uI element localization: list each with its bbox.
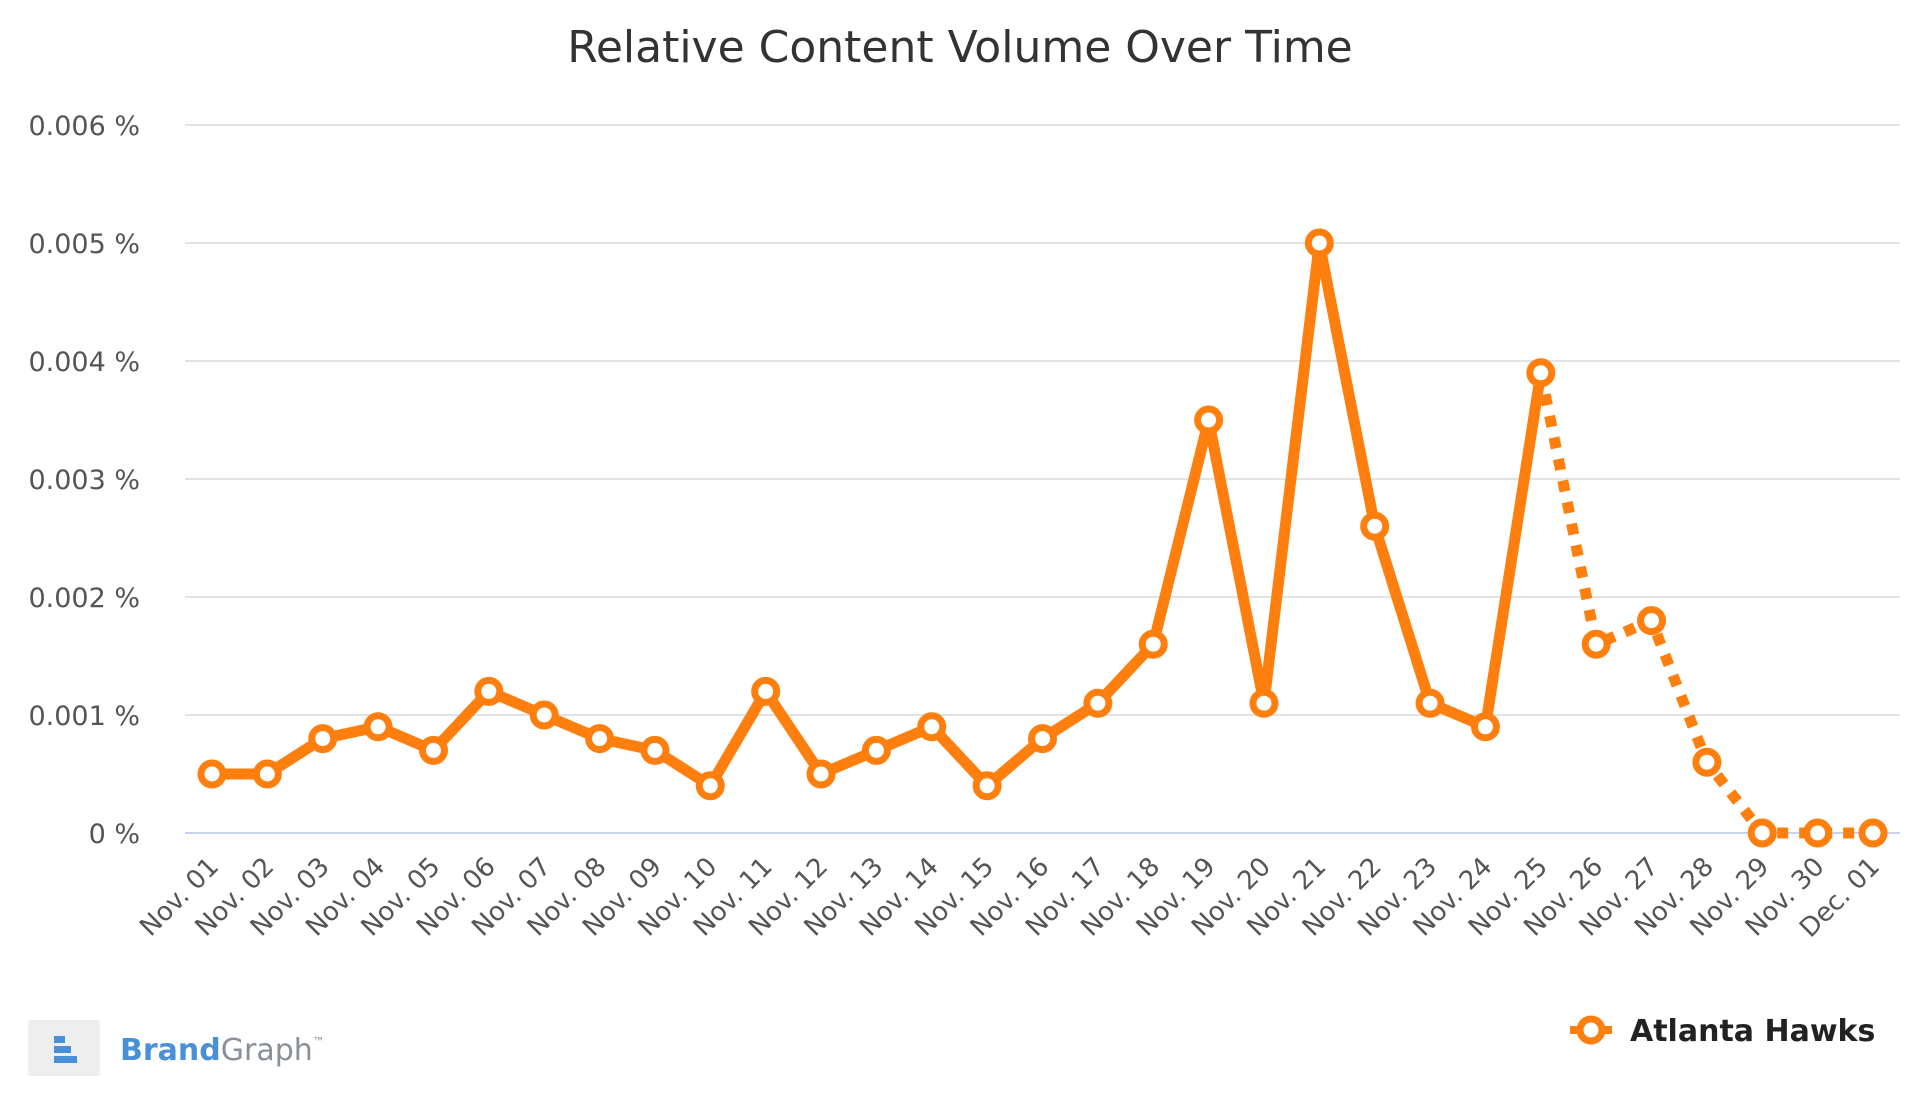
data-point[interactable]	[1637, 606, 1667, 636]
y-tick-label: 0.006 %	[28, 111, 140, 142]
data-point[interactable]	[418, 735, 448, 765]
data-point[interactable]	[695, 771, 725, 801]
logo-bar-icon	[54, 1056, 77, 1063]
data-point[interactable]	[474, 676, 504, 706]
data-point[interactable]	[1083, 688, 1113, 718]
y-tick-label: 0.005 %	[28, 229, 140, 260]
logo-bar-icon	[54, 1036, 65, 1043]
legend[interactable]: Atlanta Hawks	[1570, 1014, 1875, 1049]
y-tick-label: 0.003 %	[28, 465, 140, 496]
y-tick-label: 0.002 %	[28, 583, 140, 614]
y-tick-label: 0.001 %	[28, 701, 140, 732]
data-point[interactable]	[806, 759, 836, 789]
data-point[interactable]	[1138, 629, 1168, 659]
data-point[interactable]	[1692, 747, 1722, 777]
logo-graph-text: Graph	[221, 1033, 313, 1068]
chart-title: Relative Content Volume Over Time	[567, 22, 1353, 73]
data-point[interactable]	[1249, 688, 1279, 718]
data-point[interactable]	[197, 759, 227, 789]
data-point[interactable]	[1803, 818, 1833, 848]
data-point[interactable]	[861, 735, 891, 765]
data-point[interactable]	[308, 724, 338, 754]
data-point[interactable]	[363, 712, 393, 742]
y-axis-ticks: 0 % 0.001 % 0.002 % 0.003 % 0.004 % 0.005 % 0.…	[28, 111, 140, 850]
data-point[interactable]	[1581, 629, 1611, 659]
data-point[interactable]	[1415, 688, 1445, 718]
data-point[interactable]	[252, 759, 282, 789]
data-point[interactable]	[1028, 724, 1057, 754]
legend-marker	[1576, 1015, 1606, 1045]
series-atlanta-hawks	[197, 228, 1888, 848]
data-point[interactable]	[917, 712, 947, 742]
y-tick-label: 0.004 %	[28, 347, 140, 378]
data-point[interactable]	[1747, 818, 1777, 848]
logo-brand-text: Brand	[120, 1033, 221, 1068]
data-point[interactable]	[751, 676, 781, 706]
series-line-solid	[206, 237, 1547, 792]
data-point[interactable]	[1304, 228, 1334, 258]
brandgraph-logo: BrandGraph™	[28, 1020, 325, 1076]
data-point[interactable]	[529, 700, 559, 730]
legend-label: Atlanta Hawks	[1630, 1014, 1875, 1049]
logo-bar-icon	[54, 1046, 71, 1053]
data-point[interactable]	[1858, 818, 1888, 848]
logo-wordmark: BrandGraph™	[120, 1033, 325, 1068]
data-point[interactable]	[1470, 712, 1500, 742]
logo-tm-text: ™	[313, 1035, 325, 1049]
data-point[interactable]	[640, 735, 670, 765]
data-point[interactable]	[972, 771, 1002, 801]
data-point[interactable]	[1194, 405, 1224, 435]
data-point[interactable]	[585, 724, 615, 754]
y-tick-label: 0 %	[89, 819, 140, 850]
data-point[interactable]	[1360, 511, 1390, 541]
data-point[interactable]	[1526, 358, 1556, 388]
